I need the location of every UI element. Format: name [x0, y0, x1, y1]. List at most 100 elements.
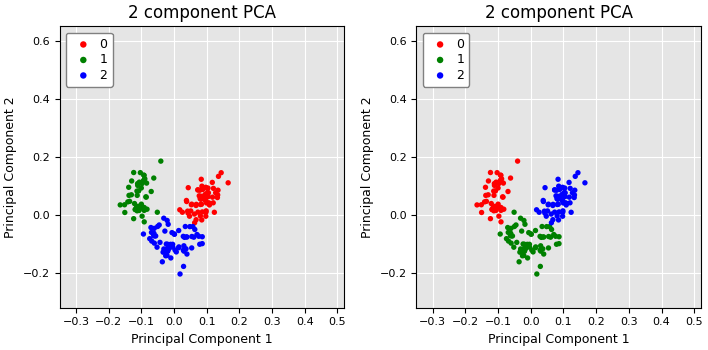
1: [139, 205, 150, 210]
0: [488, 188, 499, 194]
0: [177, 209, 188, 215]
2: [149, 233, 160, 239]
X-axis label: Principal Component 1: Principal Component 1: [131, 333, 273, 346]
1: [138, 177, 149, 183]
1: [524, 241, 535, 247]
0: [200, 192, 211, 197]
2: [556, 194, 567, 200]
1: [546, 227, 557, 232]
1: [527, 249, 539, 255]
2: [559, 194, 571, 199]
2: [178, 264, 189, 269]
Title: 2 component PCA: 2 component PCA: [484, 4, 632, 22]
0: [497, 194, 508, 199]
0: [209, 210, 220, 215]
1: [537, 234, 549, 240]
X-axis label: Principal Component 1: Principal Component 1: [488, 333, 629, 346]
0: [195, 194, 207, 199]
2: [552, 196, 563, 201]
2: [150, 233, 161, 239]
1: [525, 231, 537, 237]
0: [203, 200, 215, 205]
0: [190, 203, 202, 208]
2: [178, 243, 190, 248]
1: [543, 245, 554, 251]
2: [161, 253, 173, 258]
0: [498, 180, 509, 186]
1: [551, 241, 562, 247]
0: [200, 208, 212, 213]
1: [115, 202, 126, 208]
2: [149, 225, 160, 231]
2: [181, 251, 193, 257]
1: [138, 173, 149, 178]
0: [480, 184, 491, 190]
1: [537, 224, 548, 229]
2: [180, 224, 191, 229]
0: [195, 196, 207, 202]
0: [505, 175, 516, 181]
2: [189, 227, 200, 232]
1: [522, 255, 533, 261]
2: [559, 190, 571, 196]
1: [535, 234, 547, 240]
2: [165, 255, 176, 261]
0: [498, 206, 510, 212]
0: [195, 202, 206, 207]
2: [552, 176, 564, 182]
1: [495, 231, 506, 237]
0: [489, 181, 500, 187]
2: [162, 241, 173, 247]
2: [160, 253, 171, 259]
0: [200, 214, 212, 219]
2: [553, 217, 564, 223]
1: [518, 246, 530, 252]
2: [556, 193, 568, 199]
0: [181, 199, 193, 204]
2: [187, 224, 198, 229]
2: [167, 241, 178, 247]
1: [141, 180, 152, 186]
2: [146, 230, 157, 235]
1: [548, 232, 559, 237]
2: [186, 234, 198, 239]
1: [146, 189, 157, 194]
1: [155, 158, 166, 164]
1: [134, 206, 145, 211]
2: [173, 244, 185, 250]
2: [188, 234, 200, 240]
2: [542, 208, 553, 214]
1: [130, 207, 141, 212]
1: [535, 264, 546, 269]
2: [550, 193, 561, 198]
2: [159, 228, 171, 234]
1: [530, 228, 541, 233]
2: [173, 245, 184, 251]
0: [494, 178, 506, 184]
0: [480, 193, 491, 198]
0: [490, 188, 501, 194]
0: [495, 173, 506, 178]
0: [489, 208, 500, 213]
0: [190, 202, 202, 207]
1: [541, 224, 552, 229]
2: [178, 233, 189, 239]
0: [489, 183, 500, 188]
2: [166, 230, 178, 236]
2: [148, 233, 159, 238]
2: [547, 217, 559, 223]
2: [154, 222, 165, 228]
0: [193, 193, 205, 198]
2: [557, 184, 569, 190]
2: [163, 247, 174, 252]
1: [137, 181, 148, 187]
1: [122, 199, 134, 205]
2: [181, 246, 192, 252]
1: [139, 173, 150, 178]
1: [152, 209, 163, 215]
1: [137, 214, 148, 219]
0: [213, 174, 224, 179]
2: [560, 200, 571, 205]
2: [171, 249, 182, 255]
1: [538, 251, 549, 257]
